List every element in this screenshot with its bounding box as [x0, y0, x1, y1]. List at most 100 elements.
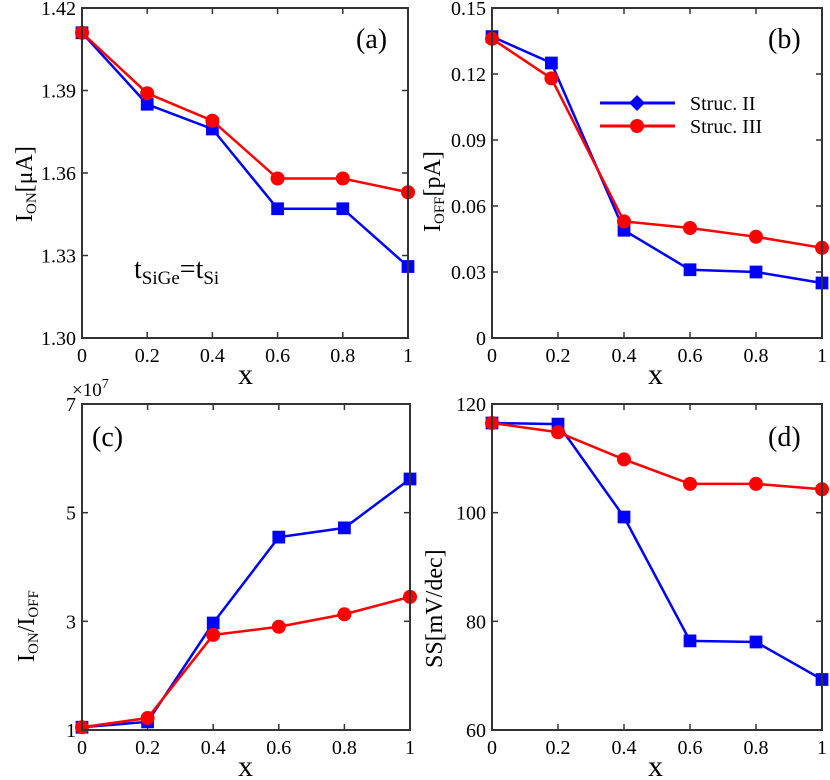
panel-c: 0 0.2 0.4 0.6 0.8 1 1 3 5 7 (c) x ×107 ION/IOFF — [14, 377, 417, 780]
panel-c-xtick-label: 0.8 — [332, 737, 357, 759]
panel-c-xtick-label: 1 — [405, 737, 415, 759]
panel-d-struc2-point — [617, 510, 631, 524]
panel-c-ytick-label: 5 — [66, 503, 76, 525]
panel-c-xtick-label: 0.4 — [201, 737, 226, 759]
panel-a-xtick-label: 0.8 — [330, 345, 355, 367]
panel-b-struc3-point — [617, 214, 631, 229]
panel-a-xtick-label: 0.6 — [265, 345, 290, 367]
panel-b-struc3-point — [749, 229, 763, 244]
panel-c-tag: (c) — [92, 422, 123, 453]
panel-a-struc2-point — [140, 97, 154, 111]
panel-d-xtick-label: 1 — [817, 737, 827, 759]
panel-a-tag: (a) — [356, 24, 387, 55]
panel-a-struc2-point — [336, 202, 350, 216]
panel-b-struc2-point — [749, 265, 763, 279]
panel-c-xtick-label: 0.2 — [135, 737, 160, 759]
panel-d-ytick-label: 120 — [456, 394, 486, 416]
panel-c-struc2-point — [206, 616, 220, 630]
panel-a-ytick-label: 1.33 — [41, 246, 76, 268]
panel-a-xtick-label: 0.2 — [135, 345, 160, 367]
panel-b-ytick-label: 0.12 — [451, 64, 486, 86]
panel-a-xtick-label: 1 — [403, 345, 413, 367]
panel-d-xlabel: x — [648, 750, 663, 780]
panel-d-tag: (d) — [768, 422, 801, 453]
panel-c-xtick-label: 0.6 — [266, 737, 291, 759]
panel-d-struc3-point — [683, 476, 697, 491]
panel-a-ytick-label: 1.36 — [41, 163, 76, 185]
panel-b-struc2-point — [683, 263, 697, 277]
panel-c-struc3-point — [206, 627, 221, 642]
panel-b-plot: 0 0.2 0.4 0.6 0.8 1 0 0.03 0.06 0.09 0.12 0.15 — [451, 0, 829, 367]
panel-b-struc2-point — [815, 276, 829, 290]
panel-d-ytick-label: 100 — [456, 503, 486, 525]
panel-a-plot: 0 0.2 0.4 0.6 0.8 1 1.30 1.33 1.36 1.39 1.42 — [41, 0, 415, 367]
panel-b-xtick-label: 0 — [487, 345, 497, 367]
panel-a: 0 0.2 0.4 0.6 0.8 1 1.30 1.33 1.36 1.39 1.42 (a) x… — [12, 0, 415, 391]
panel-c-plot: 0 0.2 0.4 0.6 0.8 1 1 3 5 7 — [66, 394, 417, 759]
panel-c-xlabel: x — [238, 750, 253, 780]
panel-d-xtick-label: 0 — [487, 737, 497, 759]
legend-struc2-label: Struc. II — [690, 93, 756, 115]
panel-d-struc2-point — [815, 673, 829, 686]
panel-b-ytick-label: 0.09 — [451, 130, 486, 152]
panel-d-ylabel: SS[mV/dec] — [422, 549, 448, 668]
panel-d-xtick-label: 0.6 — [678, 737, 703, 759]
panel-b-xlabel: x — [648, 358, 663, 391]
panel-d: 0 0.2 0.4 0.6 0.8 1 60 80 100 120 (d) x SS[mV/dec… — [422, 394, 829, 780]
legend-struc3-marker — [630, 119, 644, 133]
panel-b-ytick-label: 0 — [476, 328, 486, 350]
panel-c-struc3-point — [140, 711, 155, 726]
panel-d-struc3-point — [617, 452, 631, 467]
panel-a-struc3-line — [81, 31, 409, 194]
panel-d-struc3-point — [551, 425, 565, 440]
panel-d-xtick-label: 0.8 — [744, 737, 769, 759]
panel-b-struc3-point — [544, 71, 559, 86]
panel-c-struc3-point — [337, 607, 352, 622]
panel-d-frame — [491, 403, 823, 731]
panel-a-struc3-point — [140, 86, 155, 101]
panel-c-struc2-line — [81, 477, 411, 729]
panel-b-ytick-label: 0.06 — [451, 196, 486, 218]
panel-b-struc2-point — [545, 56, 558, 70]
panel-b-tag: (b) — [768, 24, 801, 55]
panel-a-ylabel: ION[μA] — [12, 146, 40, 222]
panel-a-xtick-label: 0.4 — [200, 345, 225, 367]
panel-c-ytick-label: 3 — [66, 611, 76, 633]
panel-b-ytick-label: 0.03 — [451, 262, 486, 284]
panel-b-xtick-label: 0.2 — [546, 345, 571, 367]
panel-a-struc3-point — [270, 171, 285, 186]
panel-d-ytick-label: 80 — [466, 611, 486, 633]
panel-b-xtick-label: 0.6 — [678, 345, 703, 367]
panel-b-struc3-line — [491, 37, 823, 250]
panel-a-ytick-label: 1.30 — [41, 328, 76, 350]
legend-struc3-label: Struc. III — [690, 116, 762, 138]
panel-a-xtick-label: 0 — [77, 345, 87, 367]
panel-c-ytick-label: 7 — [66, 394, 76, 416]
panel-c-scale: ×107 — [72, 377, 109, 401]
panel-a-frame — [81, 7, 409, 339]
legend-struc2-marker — [629, 95, 645, 111]
panel-b-ytick-label: 0.15 — [451, 0, 486, 20]
panel-b: 0 0.2 0.4 0.6 0.8 100.030.060.090.120.15 (b) … — [420, 0, 829, 391]
panel-a-ytick-label: 1.39 — [41, 81, 76, 103]
panel-b-ylabel: IOFF[pA] — [420, 151, 448, 232]
panel-d-struc2-line — [491, 421, 823, 681]
panel-a-annotation: tSiGe=tSi — [134, 254, 219, 289]
panel-b-legend: Struc. II Struc. III — [600, 93, 762, 138]
panel-c-struc3-line — [81, 595, 411, 729]
panel-a-struc2-point — [271, 202, 284, 216]
panel-b-frame — [491, 7, 823, 339]
panel-d-struc2-point — [749, 635, 763, 649]
panel-d-struc3-line — [491, 421, 823, 491]
panel-d-struc3-point — [749, 476, 763, 491]
panel-c-struc2-point — [272, 530, 286, 544]
panel-a-struc3-point — [335, 171, 350, 186]
panel-d-ytick-label: 60 — [466, 720, 486, 742]
panel-d-xtick-label: 0.2 — [546, 737, 571, 759]
panel-c-struc2-point — [338, 521, 351, 535]
panel-a-xlabel: x — [238, 358, 253, 391]
panel-d-xtick-label: 0.4 — [612, 737, 637, 759]
panel-c-frame — [81, 403, 411, 731]
panel-c-ytick-label: 1 — [66, 720, 76, 742]
